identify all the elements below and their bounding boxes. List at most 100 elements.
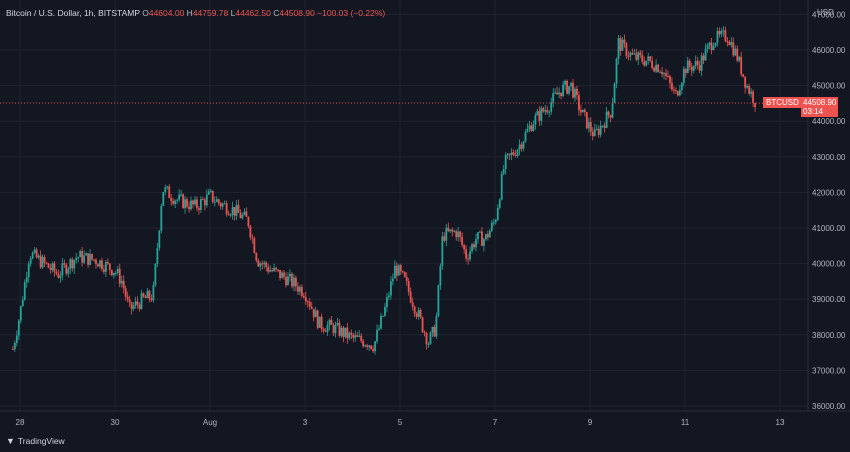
- price-tick-label: 43000.00: [812, 153, 846, 162]
- candle-body: [676, 91, 679, 96]
- candle-body: [657, 64, 659, 73]
- candle-body: [370, 345, 373, 349]
- candle-body: [752, 91, 754, 104]
- brand-footer[interactable]: ▼ TradingView: [6, 436, 65, 446]
- candle-body: [124, 288, 127, 297]
- candle-body: [558, 92, 561, 95]
- candle-body: [322, 328, 325, 331]
- candle-body: [473, 244, 475, 248]
- candle-body: [399, 265, 402, 272]
- candle-body: [19, 306, 22, 321]
- candle-body: [43, 256, 46, 263]
- candle-body: [126, 296, 129, 300]
- candle-body: [87, 253, 89, 265]
- candle-body: [734, 48, 737, 56]
- candle-body: [91, 253, 93, 260]
- candle-body: [530, 125, 533, 132]
- candle-body: [342, 327, 345, 337]
- candle-body: [332, 324, 335, 334]
- candle-body: [376, 329, 378, 342]
- candle-body: [651, 60, 654, 69]
- candle-body: [667, 75, 669, 77]
- candle-body: [146, 290, 149, 299]
- candle-body: [154, 264, 157, 286]
- candle-body: [645, 60, 648, 66]
- candle-body: [265, 262, 268, 268]
- candle-body: [572, 82, 574, 98]
- candle-body: [536, 111, 539, 116]
- candle-body: [494, 220, 497, 223]
- open-label: O: [142, 8, 149, 18]
- time-axis[interactable]: 28 30 Aug 3 5 7 9 11 13: [16, 418, 785, 427]
- candle-body: [33, 249, 36, 253]
- candle-body: [726, 40, 729, 42]
- candle-body: [334, 324, 337, 334]
- candle-body: [463, 244, 466, 250]
- candle-body: [326, 325, 329, 332]
- candle-body: [508, 153, 511, 155]
- candle-body: [132, 305, 135, 309]
- candle-body: [140, 293, 143, 309]
- candle-body: [562, 84, 564, 97]
- candle-body: [574, 88, 576, 98]
- candle-body: [560, 92, 563, 97]
- candle-body: [595, 128, 598, 130]
- candle-body: [207, 191, 210, 195]
- candle-body: [294, 277, 297, 287]
- candle-body: [585, 112, 588, 129]
- candle-body: [174, 200, 177, 204]
- candle-body: [411, 302, 414, 307]
- candle-body: [101, 260, 103, 270]
- symbol-title[interactable]: Bitcoin / U.S. Dollar, 1h, BITSTAMP: [6, 8, 140, 18]
- candle-body: [605, 111, 608, 128]
- candle-body: [142, 293, 145, 297]
- candle-body: [172, 200, 175, 204]
- candle-body: [704, 49, 707, 61]
- bar-countdown: 03:14: [803, 107, 824, 116]
- candle-body: [451, 229, 454, 232]
- candle-body: [199, 199, 202, 210]
- candle-body: [611, 103, 614, 118]
- currency-label[interactable]: USD: [817, 8, 834, 17]
- candle-body: [591, 131, 594, 137]
- candle-body: [384, 306, 386, 316]
- candle-body: [235, 204, 238, 216]
- candle-body: [653, 68, 656, 72]
- price-axis[interactable]: 36000.00 37000.00 38000.00 39000.00 40000.00…: [812, 10, 846, 411]
- candle-body: [247, 216, 250, 227]
- candle-body: [374, 341, 376, 352]
- candle-body: [186, 199, 188, 207]
- candle-body: [388, 295, 390, 298]
- candle-body: [344, 327, 347, 337]
- candle-body: [486, 234, 489, 238]
- candle-body: [441, 236, 444, 266]
- candle-body: [51, 263, 54, 270]
- high-value: 44759.78: [192, 8, 229, 18]
- candle-body: [221, 203, 224, 207]
- candle-body: [710, 42, 713, 51]
- candle-body: [55, 271, 58, 274]
- candle-body: [455, 231, 458, 238]
- candle-body: [492, 222, 495, 224]
- candle-body: [93, 259, 95, 261]
- candle-body: [417, 310, 420, 317]
- candle-body: [469, 251, 471, 260]
- candle-body: [340, 327, 343, 336]
- candle-body: [233, 207, 236, 216]
- price-tick-label: 42000.00: [812, 188, 846, 197]
- candle-body: [449, 229, 452, 232]
- candle-body: [108, 263, 111, 270]
- price-tick-label: 41000.00: [812, 224, 846, 233]
- candle-body: [148, 290, 151, 299]
- candle-body: [750, 91, 753, 94]
- candle-body: [209, 190, 212, 192]
- candle-body: [164, 187, 167, 192]
- candle-body: [362, 340, 365, 347]
- candle-body: [635, 53, 638, 60]
- candle-body: [152, 285, 155, 301]
- candle-body: [524, 132, 527, 142]
- candle-body: [627, 56, 630, 58]
- candle-body: [85, 253, 88, 256]
- candle-body: [253, 238, 256, 254]
